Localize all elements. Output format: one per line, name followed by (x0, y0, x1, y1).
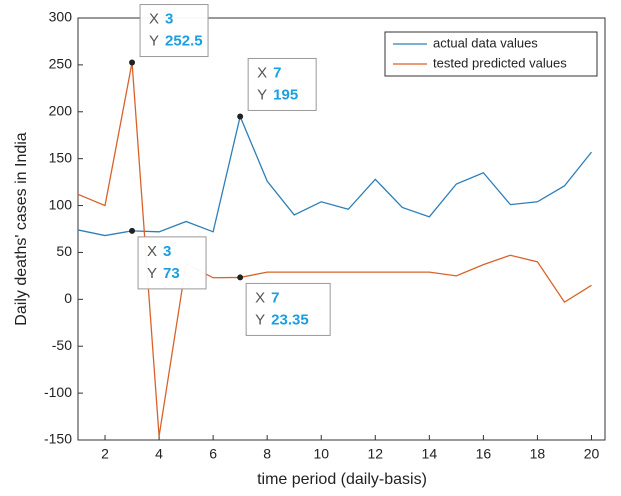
datatip-y-key: Y (257, 86, 267, 103)
legend-label: tested predicted values (433, 55, 567, 70)
datatip-marker (129, 59, 136, 66)
datatip-y-key: Y (147, 265, 157, 282)
datatip: X 3Y 73 (129, 227, 207, 290)
x-tick-label: 6 (209, 446, 217, 462)
datatip-y-key: Y (255, 311, 265, 328)
datatip-y-value: 73 (163, 265, 180, 282)
plot-area (77, 17, 606, 441)
x-tick-label: 20 (584, 446, 600, 462)
legend-label: actual data values (433, 35, 538, 50)
x-tick-label: 4 (155, 446, 163, 462)
datatip-box (139, 4, 209, 58)
y-tick-label: 250 (49, 56, 73, 72)
datatip-x-key: X (147, 243, 157, 260)
datatip-marker (237, 113, 244, 120)
x-tick-label: 14 (422, 446, 438, 462)
y-tick-label: 100 (49, 196, 73, 212)
y-tick-label: -100 (44, 384, 72, 400)
y-tick-label: -50 (52, 337, 72, 353)
y-tick-label: 0 (64, 290, 72, 306)
datatip-x-value: 3 (165, 11, 173, 28)
datatip-box (137, 236, 207, 290)
datatip: X 3Y 252.5 (129, 4, 209, 66)
datatip-box (245, 282, 331, 336)
datatip-box (247, 57, 317, 111)
x-axis-label: time period (daily-basis) (257, 471, 427, 488)
data-line (77, 62, 592, 437)
datatip: X 7Y 195 (237, 57, 317, 120)
data-line (77, 114, 592, 237)
x-tick-label: 16 (476, 446, 492, 462)
y-tick-label: 300 (49, 9, 73, 25)
datatip-y-key: Y (149, 33, 159, 50)
datatip-x-value: 3 (163, 243, 171, 260)
datatip-x-key: X (149, 11, 159, 28)
y-axis-label: Daily deaths' cases in India (13, 132, 30, 325)
y-tick-label: 150 (49, 149, 73, 165)
datatip-x-key: X (255, 289, 265, 306)
legend-box (384, 31, 598, 77)
x-tick-label: 12 (367, 446, 383, 462)
datatip: X 7Y 23.35 (237, 274, 331, 336)
x-tick-label: 10 (313, 446, 329, 462)
datatip-x-value: 7 (273, 64, 281, 81)
datatip-marker (237, 274, 244, 281)
datatip-x-key: X (257, 64, 267, 81)
datatip-y-value: 195 (273, 86, 298, 103)
x-tick-label: 8 (263, 446, 271, 462)
y-tick-label: 200 (49, 102, 73, 118)
datatip-x-value: 7 (271, 289, 279, 306)
datatip-marker (129, 227, 136, 234)
y-tick-label: 50 (56, 243, 72, 259)
y-tick-label: -150 (44, 431, 72, 447)
datatip-y-value: 23.35 (271, 311, 309, 328)
legend: actual data values tested predicted value… (384, 31, 598, 77)
datatip-y-value: 252.5 (165, 33, 203, 50)
x-tick-label: 2 (101, 446, 109, 462)
x-tick-label: 18 (530, 446, 546, 462)
